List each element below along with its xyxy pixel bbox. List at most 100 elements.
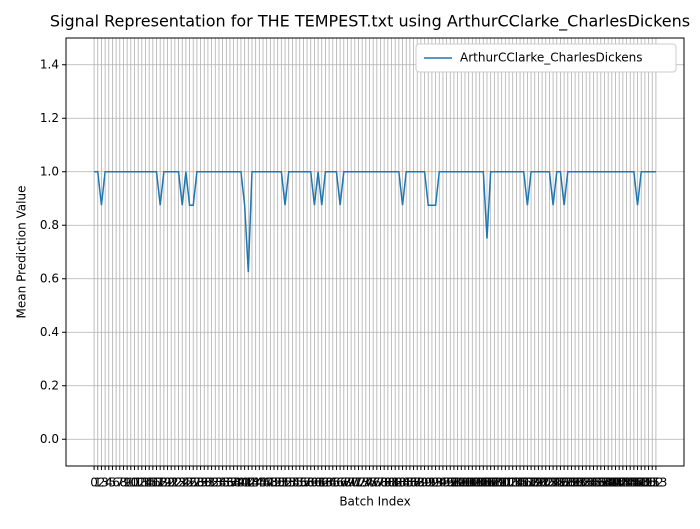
x-tick-label: 20 [160,476,175,490]
x-tick-label: 74 [358,476,373,490]
x-tick-label: 153 [644,476,667,490]
data-line [94,171,656,273]
plot-frame [65,37,685,467]
x-tick-label: 56 [292,476,307,490]
x-tick-label: 85 [399,476,414,490]
x-tick-label: 14 [138,476,153,490]
x-tick-label: 104 [465,476,488,490]
x-tick-label: 48 [263,476,278,490]
x-tick-label: 4 [105,476,113,490]
x-tick-label: 130 [560,476,583,490]
x-tick-label: 3 [101,476,109,490]
x-tick-label: 33 [208,476,223,490]
x-tick-label: 58 [299,476,314,490]
x-tick-label: 45 [252,476,267,490]
x-tick-label: 8 [120,476,128,490]
x-tick-label: 69 [340,476,355,490]
x-tick-label: 77 [369,476,384,490]
x-tick-label: 55 [288,476,303,490]
x-tick-label: 83 [391,476,406,490]
x-tick-label: 118 [516,476,539,490]
x-tick-label: 31 [200,476,215,490]
x-tick-label: 99 [450,476,465,490]
x-tick-label: 32 [204,476,219,490]
x-tick-label: 111 [490,476,513,490]
x-tick-label: 50 [270,476,285,490]
x-tick-label: 124 [538,476,561,490]
x-tick-label: 75 [362,476,377,490]
x-tick-label: 11 [127,476,142,490]
x-tick-label: 22 [167,476,182,490]
x-tick-label: 21 [164,476,179,490]
x-tick-label: 64 [321,476,336,490]
x-tick-label: 70 [343,476,358,490]
x-axis-label: Batch Index [339,495,410,509]
x-tick-label: 37 [222,476,237,490]
x-tick-label: 43 [244,476,259,490]
x-tick-label: 9 [123,476,131,490]
x-tick-label: 145 [615,476,638,490]
y-axis-label: Mean Prediction Value [15,186,29,319]
legend-label: ArthurCClarke_CharlesDickens [460,51,642,65]
x-tick-label: 53 [281,476,296,490]
x-tick-label: 66 [329,476,344,490]
y-tick-label: 0.0 [40,432,59,446]
x-tick-label: 96 [439,476,454,490]
x-tick-label: 89 [413,476,428,490]
x-tick-label: 78 [373,476,388,490]
x-tick-label: 103 [461,476,484,490]
x-tick-label: 52 [277,476,292,490]
x-tick-label: 93 [428,476,443,490]
x-tick-label: 114 [501,476,524,490]
x-tick-label: 23 [171,476,186,490]
y-tick-label: 0.8 [40,218,59,232]
x-tick-label: 143 [608,476,631,490]
x-tick-label: 29 [193,476,208,490]
x-tick-label: 131 [564,476,587,490]
x-tick-label: 71 [347,476,362,490]
x-tick-label: 5 [109,476,117,490]
x-tick-label: 67 [332,476,347,490]
y-tick-label: 0.4 [40,325,59,339]
x-tick-label: 115 [505,476,528,490]
x-tick-label: 140 [597,476,620,490]
x-tick-label: 7 [116,476,124,490]
x-tick-label: 135 [578,476,601,490]
x-tick-label: 12 [131,476,146,490]
x-tick-label: 119 [520,476,543,490]
x-tick-label: 51 [274,476,289,490]
x-tick-label: 80 [380,476,395,490]
x-tick-label: 139 [593,476,616,490]
x-tick-label: 148 [626,476,649,490]
x-tick-label: 17 [149,476,164,490]
x-tick-label: 46 [255,476,270,490]
x-tick-label: 91 [421,476,436,490]
x-tick-label: 25 [178,476,193,490]
x-tick-label: 101 [454,476,477,490]
x-tick-label: 138 [589,476,612,490]
x-tick-label: 19 [156,476,171,490]
x-tick-label: 136 [582,476,605,490]
x-tick-label: 125 [542,476,565,490]
x-tick-label: 106 [472,476,495,490]
x-tick-label: 132 [567,476,590,490]
x-tick-label: 18 [153,476,168,490]
x-tick-label: 97 [443,476,458,490]
x-tick-label: 35 [215,476,230,490]
x-tick-label: 59 [303,476,318,490]
x-tick-label: 10 [123,476,138,490]
x-tick-label: 62 [314,476,329,490]
x-tick-label: 82 [388,476,403,490]
x-tick-label: 13 [134,476,149,490]
x-tick-label: 72 [351,476,366,490]
x-tick-label: 27 [186,476,201,490]
x-tick-label: 149 [630,476,653,490]
x-tick-label: 73 [355,476,370,490]
x-tick-label: 109 [483,476,506,490]
x-tick-label: 40 [233,476,248,490]
x-tick-label: 63 [318,476,333,490]
x-tick-label: 36 [219,476,234,490]
x-tick-label: 100 [450,476,473,490]
x-tick-label: 38 [226,476,241,490]
